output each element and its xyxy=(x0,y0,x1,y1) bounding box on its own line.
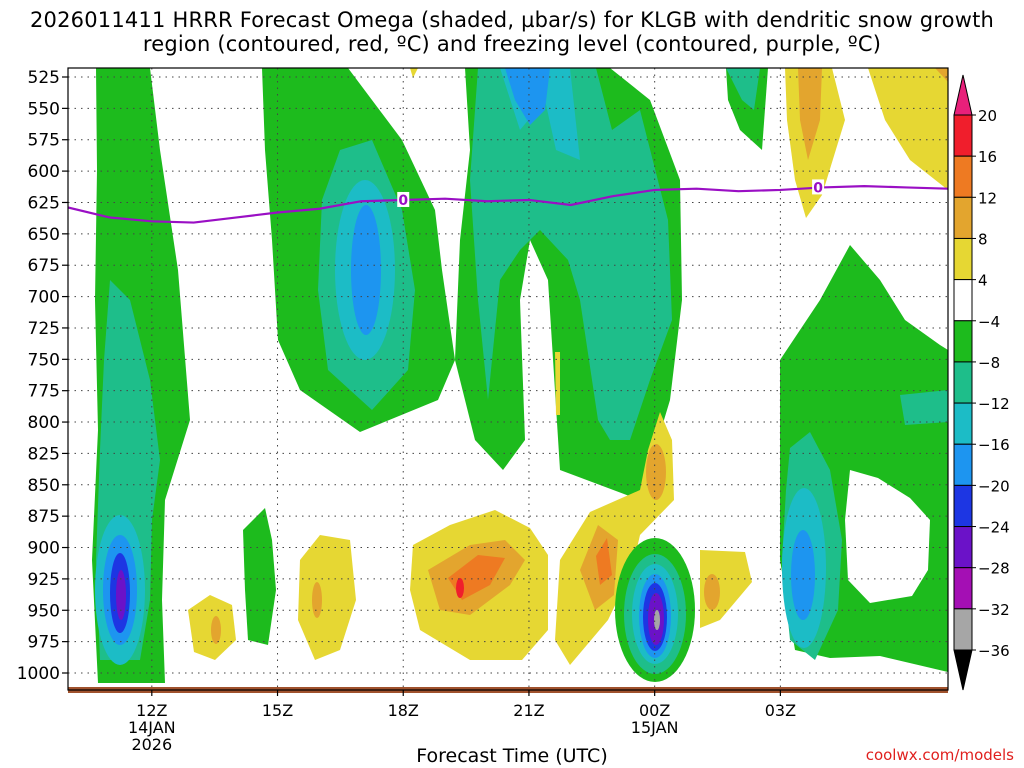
y-tick-label: 700 xyxy=(28,288,60,308)
x-axis-label: Forecast Time (UTC) xyxy=(416,745,608,767)
y-tick-label: 825 xyxy=(28,444,60,464)
colorbar-label: 12 xyxy=(978,189,997,207)
contour-label-bg xyxy=(812,179,825,195)
y-tick-label: 775 xyxy=(28,382,60,402)
colorbar-swatch xyxy=(953,155,973,198)
x-tick-label: 21Z xyxy=(513,701,544,720)
colorbar-label: 4 xyxy=(978,272,988,290)
omega-fill-purple xyxy=(116,570,126,620)
omega-fill-blue xyxy=(505,68,550,125)
colorbar-swatch xyxy=(953,114,973,157)
x-tick-label: 15Z xyxy=(262,701,293,720)
y-tick-label: 625 xyxy=(28,193,60,213)
omega-fill-white xyxy=(845,470,930,603)
colorbar-top-triangle xyxy=(953,74,973,116)
colorbar-swatch xyxy=(953,196,973,239)
y-tick-label: 650 xyxy=(28,225,60,245)
contour-label-bg xyxy=(397,191,410,207)
y-tick-label: 850 xyxy=(28,476,60,496)
x-tick-sublabel: 2026 xyxy=(131,735,172,754)
y-tick-label: 750 xyxy=(28,350,60,370)
colorbar-swatch xyxy=(953,402,973,445)
colorbar-swatch xyxy=(953,320,973,363)
omega-fill-darkorange xyxy=(211,616,221,644)
colorbar-swatch xyxy=(953,237,973,281)
colorbar-label: −24 xyxy=(978,519,1010,537)
x-tick-sublabel: 14JAN xyxy=(128,718,176,737)
omega-fill-yellow xyxy=(410,68,418,78)
y-tick-label: 875 xyxy=(28,507,60,527)
omega-fill-yellow xyxy=(868,68,948,190)
chart-title: 2026011411 HRRR Forecast Omega (shaded, … xyxy=(29,8,995,56)
y-tick-label: 675 xyxy=(28,256,60,276)
colorbar-label: −16 xyxy=(978,436,1010,454)
colorbar-label: −20 xyxy=(978,477,1010,495)
y-tick-label: 600 xyxy=(28,162,60,182)
y-tick-label: 1000 xyxy=(17,664,60,684)
x-tick-label: 18Z xyxy=(388,701,419,720)
y-tick-label: 950 xyxy=(28,601,60,621)
omega-fill-teal xyxy=(726,68,760,110)
colorbar-label: 8 xyxy=(978,230,988,248)
colorbar-label: −8 xyxy=(978,354,1000,372)
y-axis: 525 550 575 600 625 650 675 700 725 750 775 800 825 8… xyxy=(17,68,68,684)
colorbar-bottom-triangle xyxy=(953,649,973,691)
freezing-level-label: 0 xyxy=(813,180,823,196)
omega-fill-darkorange xyxy=(646,444,666,500)
x-tick-label: 00Z xyxy=(639,701,670,720)
omega-fill-darkorange xyxy=(312,582,322,618)
y-tick-label: 550 xyxy=(28,99,60,119)
x-tick-sublabel: 15JAN xyxy=(631,718,679,737)
colorbar-swatch xyxy=(953,608,973,651)
omega-fill-darkorange xyxy=(704,574,720,610)
colorbar: 20 16 12 8 4 −4 −8 −12 −16 −20 −24 −28 −32 −36 xyxy=(953,74,1010,691)
colorbar-swatch xyxy=(953,526,973,569)
colorbar-swatch xyxy=(953,279,973,322)
colorbar-label: −32 xyxy=(978,601,1010,619)
colorbar-label: −28 xyxy=(978,560,1010,578)
omega-fill-gray xyxy=(654,610,660,630)
omega-fill-darkorange xyxy=(798,68,822,160)
freezing-level-label: 0 xyxy=(398,193,408,209)
omega-fill-blue xyxy=(791,530,815,620)
omega-fill-yellow xyxy=(298,535,356,660)
omega-fill-darkorange xyxy=(935,68,948,82)
colorbar-swatch xyxy=(953,361,973,404)
colorbar-swatch xyxy=(953,567,973,610)
y-tick-label: 925 xyxy=(28,570,60,590)
source-credit[interactable]: coolwx.com/models xyxy=(865,746,1014,764)
colorbar-label: −36 xyxy=(978,642,1010,660)
x-tick-label: 03Z xyxy=(765,701,796,720)
omega-fill-orange xyxy=(596,538,612,585)
freezing-level-contour: 00 xyxy=(68,179,948,224)
y-tick-label: 575 xyxy=(28,131,60,151)
omega-fill-yellow xyxy=(555,352,560,415)
colorbar-label: 20 xyxy=(978,107,997,125)
freezing-level-line xyxy=(68,185,948,224)
y-tick-label: 900 xyxy=(28,539,60,559)
y-tick-label: 725 xyxy=(28,319,60,339)
omega-fill-teal xyxy=(900,390,948,425)
colorbar-label: −4 xyxy=(978,313,1000,331)
colorbar-swatch xyxy=(953,484,973,528)
omega-fill-teal xyxy=(470,68,672,440)
y-tick-label: 975 xyxy=(28,633,60,653)
colorbar-label: 16 xyxy=(978,148,997,166)
omega-fill-red xyxy=(456,578,464,598)
y-tick-label: 800 xyxy=(28,413,60,433)
x-tick-label: 12Z xyxy=(136,701,167,720)
y-tick-label: 525 xyxy=(28,68,60,88)
colorbar-label: −12 xyxy=(978,395,1010,413)
omega-fill-blue xyxy=(351,205,381,335)
plot-frame xyxy=(67,67,949,691)
colorbar-swatch xyxy=(953,443,973,486)
